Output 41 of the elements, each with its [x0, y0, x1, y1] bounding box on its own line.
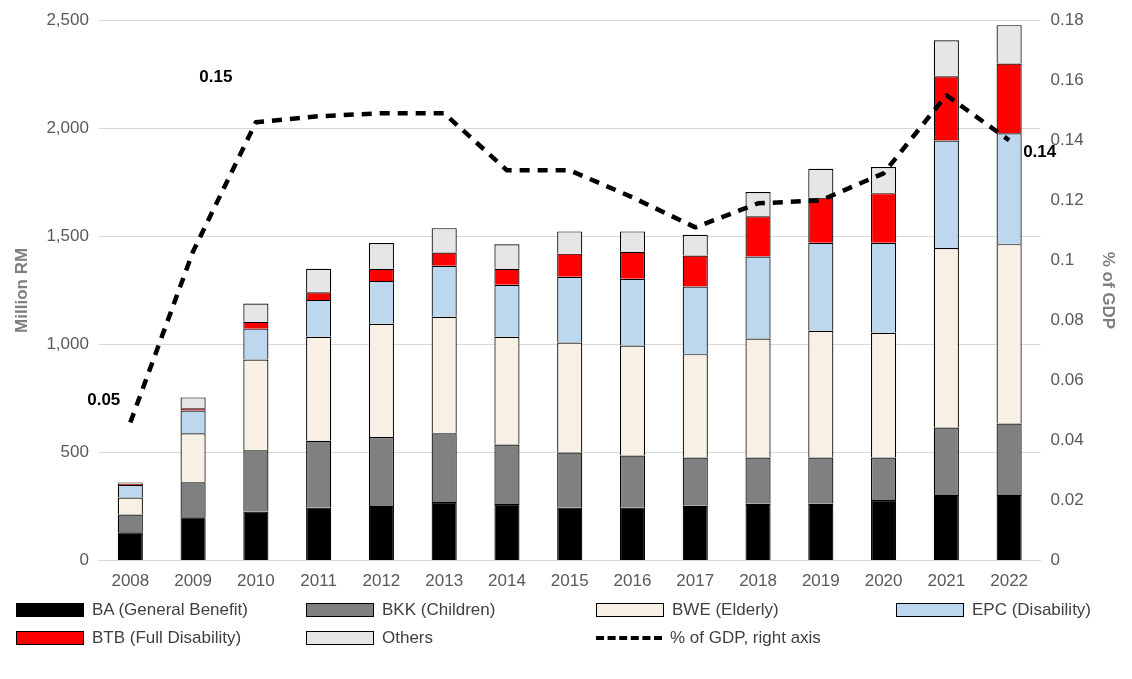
x-tick-label: 2012 [362, 571, 401, 591]
y-tick-label: 0 [79, 550, 89, 570]
x-tick-label: 2008 [111, 571, 150, 591]
y-tick-label: 2,000 [46, 117, 89, 137]
y-tick-label: 1,500 [46, 226, 89, 246]
legend-label: BTB (Full Disability) [92, 628, 242, 648]
legend-label: EPC (Disability) [972, 600, 1092, 620]
legend-label: BWE (Elderly) [672, 600, 779, 620]
legend-label: BKK (Children) [382, 600, 496, 620]
legend-label: BA (General Benefit) [92, 600, 248, 620]
data-label: 0.05 [87, 390, 121, 410]
x-tick-label: 2011 [300, 571, 337, 591]
y2-axis-title: % of GDP [1099, 251, 1119, 330]
y-tick-label: 500 [60, 442, 89, 462]
x-tick-label: 2017 [676, 571, 715, 591]
data-label: 0.15 [199, 66, 233, 86]
y2-tick-label: 0.06 [1050, 370, 1084, 390]
x-tick-label: 2020 [864, 571, 903, 591]
y2-tick-label: 0 [1050, 550, 1060, 570]
legend-label: % of GDP, right axis [670, 628, 821, 648]
y2-tick-label: 0.04 [1050, 430, 1084, 450]
legend-label: Others [382, 628, 434, 648]
y-tick-label: 2,500 [46, 9, 89, 29]
x-tick-label: 2018 [739, 571, 777, 591]
y2-tick-label: 0.08 [1050, 310, 1084, 330]
x-tick-label: 2022 [990, 571, 1029, 591]
x-tick-label: 2009 [174, 571, 213, 591]
x-tick-label: 2010 [236, 571, 275, 591]
y-tick-label: 1,000 [46, 334, 89, 354]
x-tick-label: 2016 [613, 571, 652, 591]
y2-tick-label: 0.02 [1050, 490, 1084, 510]
x-tick-label: 2021 [927, 571, 966, 591]
y2-tick-label: 0.1 [1050, 250, 1075, 270]
x-tick-label: 2015 [550, 571, 589, 591]
x-tick-label: 2014 [488, 571, 526, 591]
y2-tick-label: 0.12 [1050, 190, 1084, 210]
x-tick-label: 2019 [801, 571, 840, 591]
x-tick-label: 2013 [425, 571, 464, 591]
y2-tick-label: 0.18 [1050, 9, 1084, 29]
y-axis-title: Million RM [11, 247, 31, 333]
y2-tick-label: 0.16 [1050, 69, 1084, 89]
